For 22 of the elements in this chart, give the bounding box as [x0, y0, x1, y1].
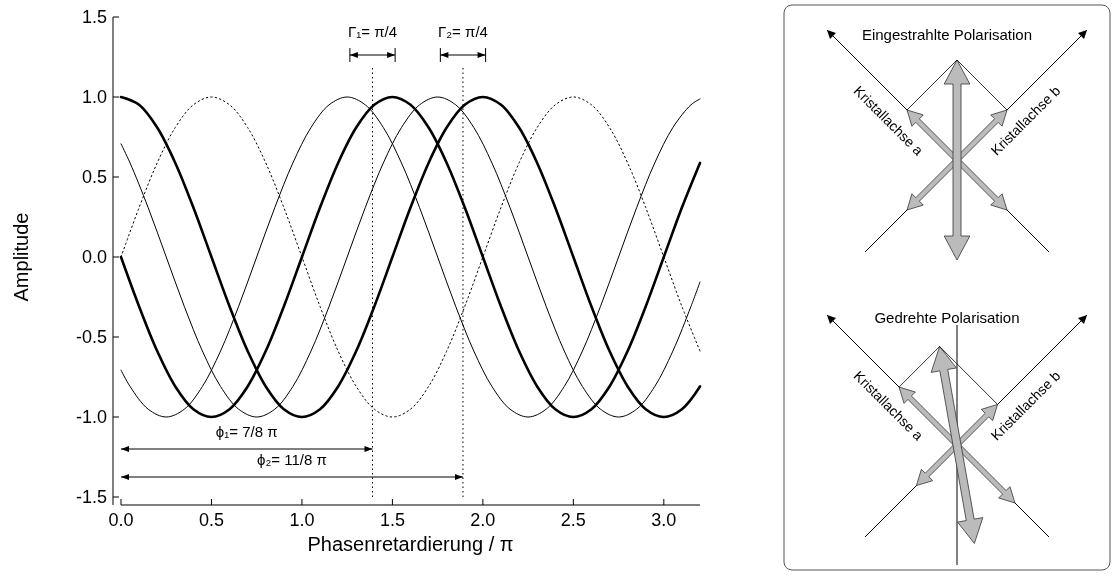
y-axis-title: Amplitude	[10, 212, 32, 302]
annotation: ϕ₂= 11/8 π	[257, 451, 327, 468]
annotation: Γ₁= π/4	[347, 23, 398, 40]
y-tick-label: -0.5	[75, 327, 107, 347]
x-tick-label: 0.5	[198, 510, 224, 530]
y-tick-label: 0.5	[81, 167, 107, 187]
y-tick-label: 1.5	[81, 7, 107, 27]
x-tick-label: 2.5	[560, 510, 586, 530]
y-tick-label: -1.5	[75, 487, 107, 507]
x-tick-label: 1.0	[289, 510, 315, 530]
annotation: Γ₂= π/4	[438, 23, 488, 40]
y-tick-label: 1.0	[81, 87, 107, 107]
x-tick-label: 2.0	[470, 510, 496, 530]
x-tick-label: 3.0	[651, 510, 677, 530]
x-axis-title: Phasenretardierung / π	[307, 533, 514, 555]
text: Gedrehte Polarisation	[874, 309, 1020, 326]
text: Eingestrahlte Polarisation	[861, 26, 1033, 43]
y-tick-label: 0.0	[81, 247, 107, 267]
x-tick-label: 1.5	[379, 510, 405, 530]
x-tick-label: 0.0	[108, 510, 134, 530]
y-tick-label: -1.0	[75, 407, 107, 427]
annotation: ϕ₁= 7/8 π	[215, 423, 278, 440]
